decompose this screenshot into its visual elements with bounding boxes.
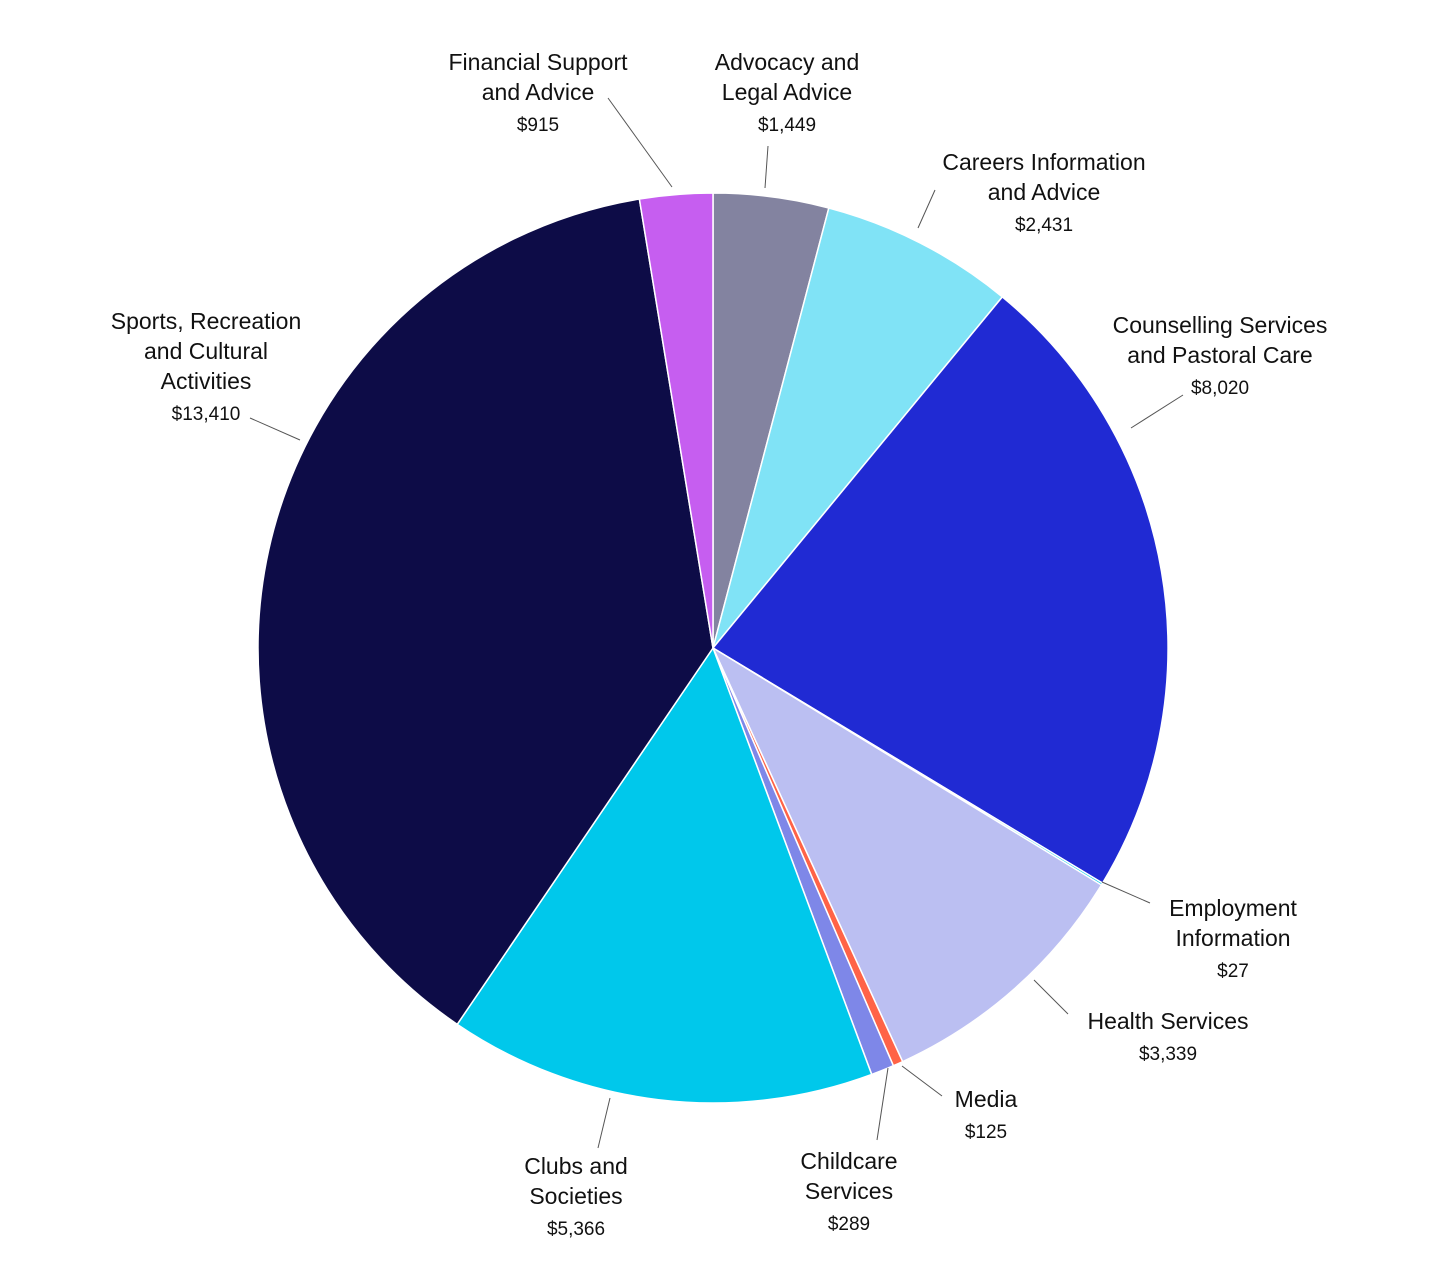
pie-slice-3 (711, 295, 1169, 885)
slice-label-10: Financial Support and Advice $915 (449, 49, 629, 136)
slice-label-6: Media $125 (955, 1086, 1018, 1143)
slice-label-text: Information (1175, 925, 1290, 951)
slice-label-9: Sports, Recreation and Cultural Activities… (111, 308, 301, 425)
slice-label-text: Legal Advice (722, 79, 852, 105)
pie-slice-8 (456, 646, 873, 1104)
slice-label-text: Counselling Services (1113, 312, 1328, 338)
slice-label-text: and Advice (482, 79, 595, 105)
leader-lines (249, 97, 1184, 1149)
slice-label-text: Financial Support (449, 49, 629, 75)
slice-value-label: $3,339 (1139, 1044, 1197, 1065)
slice-label-1: Advocacy and Legal Advice $1,449 (715, 49, 859, 136)
pie-slice-2 (712, 207, 1004, 649)
slice-label-text: and Pastoral Care (1127, 342, 1312, 368)
slice-label-text: Employment (1169, 895, 1297, 921)
leader-line-4 (1101, 881, 1151, 904)
slice-label-7: Childcare Services $289 (800, 1148, 897, 1235)
slice-label-5: Health Services $3,339 (1087, 1008, 1248, 1065)
slice-value-label: $1,449 (758, 115, 816, 136)
slice-label-2: Careers Information and Advice $2,431 (942, 149, 1145, 236)
slice-value-label: $125 (965, 1122, 1007, 1143)
leader-line-8 (597, 1097, 611, 1149)
leader-line-5 (1033, 979, 1069, 1015)
slice-label-4: Employment Information $27 (1169, 895, 1297, 982)
leader-line-3 (1130, 394, 1184, 429)
slice-label-3: Counselling Services and Pastoral Care $8,… (1113, 312, 1328, 399)
slice-label-text: and Advice (988, 179, 1101, 205)
slice-value-label: $27 (1217, 961, 1249, 982)
slice-label-text: and Cultural (144, 338, 268, 364)
slice-value-label: $915 (517, 115, 559, 136)
leader-line-10 (607, 97, 673, 188)
pie-slice-9 (257, 198, 714, 1026)
slice-value-label: $8,020 (1191, 378, 1249, 399)
slice-label-text: Societies (529, 1183, 622, 1209)
leader-line-9 (249, 417, 301, 441)
leader-line-7 (876, 1067, 889, 1141)
slice-label-text: Sports, Recreation (111, 308, 301, 334)
slice-value-label: $289 (828, 1214, 870, 1235)
slice-value-label: $13,410 (172, 404, 241, 425)
slice-label-text: Clubs and (524, 1153, 628, 1179)
leader-line-6 (901, 1065, 943, 1097)
slice-value-label: $2,431 (1015, 215, 1073, 236)
leader-line-2 (917, 189, 936, 229)
slice-label-text: Health Services (1087, 1008, 1248, 1034)
slice-value-label: $5,366 (547, 1219, 605, 1240)
slice-label-text: Advocacy and (715, 49, 859, 75)
slice-label-text: Careers Information (942, 149, 1145, 175)
slice-label-text: Services (805, 1178, 893, 1204)
pie-slice-5 (711, 646, 1103, 1063)
slice-labels: Advocacy and Legal Advice $1,449 Careers In… (111, 49, 1328, 1240)
pie-slices (257, 192, 1169, 1104)
slice-label-8: Clubs and Societies $5,366 (524, 1153, 628, 1240)
slice-label-text: Media (955, 1086, 1018, 1112)
pie-slice-10 (638, 192, 714, 649)
leader-line-1 (764, 145, 769, 189)
slice-label-text: Childcare (800, 1148, 897, 1174)
slice-label-text: Activities (161, 368, 252, 394)
